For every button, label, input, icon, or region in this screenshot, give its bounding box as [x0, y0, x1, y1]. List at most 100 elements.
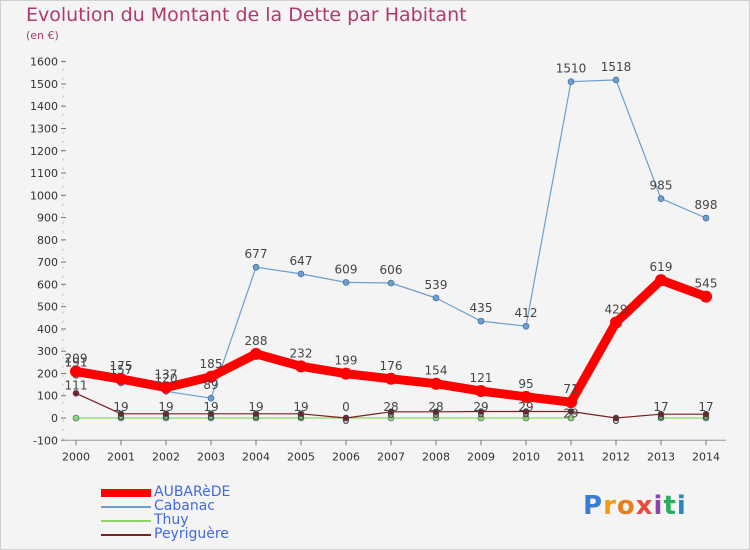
x-tick-label: 2003: [197, 450, 225, 463]
peyrigure-point: [657, 410, 665, 418]
y-tick-label: 800: [37, 234, 58, 247]
peyrigure-point: [342, 414, 350, 422]
y-tick-label: 300: [37, 345, 58, 358]
aubarde-data-label: 185: [200, 357, 223, 371]
cabanac-point: [702, 214, 710, 222]
cabanac-point: [252, 263, 260, 271]
thuy-point: [72, 414, 80, 422]
y-tick-label: 100: [37, 390, 58, 403]
cabanac-data-label: 89: [203, 378, 218, 392]
y-tick-label: 600: [37, 278, 58, 291]
aubarde-point: [205, 370, 217, 383]
peyrigure-data-label: 0: [117, 409, 125, 423]
peyrigure-point: [117, 410, 125, 418]
legend-label: Thuy: [154, 512, 189, 528]
aubarde-data-label: 288: [245, 334, 268, 348]
aubarde-point: [700, 290, 712, 303]
y-tick-label: 1300: [30, 122, 58, 135]
baseline-data-label: 19: [248, 400, 263, 414]
aubarde-point: [430, 377, 442, 390]
baseline-data-label: 19: [158, 400, 173, 414]
y-tick-label: 1200: [30, 145, 58, 158]
baseline-data-label: 29: [518, 400, 533, 414]
y-tick-label: 1000: [30, 189, 58, 202]
cabanac-data-label: 606: [380, 263, 403, 277]
legend-swatch: [101, 489, 151, 497]
peyrigure-data-label: 0: [162, 409, 170, 423]
cabanac-point: [297, 270, 305, 278]
aubarde-point: [610, 316, 622, 329]
peyrigure-point: [252, 410, 260, 418]
cabanac-data-label: 1518: [601, 60, 632, 74]
aubarde-data-label: 199: [335, 354, 358, 368]
aubarde-data-label: 619: [650, 260, 673, 274]
chart-title: Evolution du Montant de la Dette par Hab…: [26, 4, 467, 26]
peyrigure-data-label: 0: [342, 413, 350, 427]
aubarde-data-label: 71: [563, 382, 578, 396]
aubarde-point: [250, 347, 262, 360]
aubarde-data-label: 545: [695, 277, 718, 291]
x-tick-label: 2014: [692, 450, 720, 463]
aubarde-point: [565, 396, 577, 409]
peyrigure-data-label: 0: [702, 409, 710, 423]
cabanac-point: [342, 279, 350, 286]
x-tick-label: 2001: [107, 450, 135, 463]
peyrigure-point: [702, 410, 710, 418]
y-tick-label: 200: [37, 367, 58, 380]
peyrigure-data-label: 0: [657, 409, 665, 423]
baseline-data-label: 19: [293, 400, 308, 414]
y-tick-label: 900: [37, 212, 58, 225]
y-tick-label: 400: [37, 323, 58, 336]
aubarde-data-label: 429: [605, 302, 628, 316]
peyrigure-point: [387, 408, 395, 416]
peyrigure-data-label: 0: [612, 413, 620, 427]
aubarde-data-label: 95: [518, 377, 533, 391]
legend-label: AUBARèDE: [154, 484, 231, 500]
cabanac-point: [612, 76, 620, 84]
peyrigure-data-label: 0: [387, 407, 395, 421]
cabanac-data-label: 191: [65, 355, 88, 369]
peyrigure-data-label: 0: [252, 409, 260, 423]
peyrigure-point: [207, 410, 215, 418]
aubarde-point: [475, 385, 487, 398]
y-tick-label: 1400: [30, 100, 58, 113]
baseline-data-label: 0: [342, 400, 350, 414]
x-tick-label: 2002: [152, 450, 180, 463]
y-tick-label: 0: [51, 412, 58, 425]
baseline-data-label: 19: [203, 400, 218, 414]
logo-letter: i: [676, 491, 687, 521]
x-tick-label: 2010: [512, 450, 540, 463]
baseline-data-label: 29: [473, 400, 488, 414]
x-tick-label: 2000: [62, 450, 90, 463]
cabanac-data-label: 677: [245, 247, 268, 261]
unit-label: (en €): [26, 29, 59, 42]
aubarde-data-label: 175: [110, 359, 133, 373]
peyrigure-point: [477, 408, 485, 415]
y-tick-label: 1600: [30, 56, 58, 69]
aubarde-data-label: 232: [290, 346, 313, 360]
peyrigure-data-label: 0: [432, 407, 440, 421]
x-tick-label: 2009: [467, 450, 495, 463]
aubarde-data-label: 176: [380, 359, 403, 373]
cabanac-data-label: 412: [515, 306, 538, 320]
cabanac-point: [657, 195, 665, 202]
aubarde-data-label: 209: [65, 351, 88, 365]
baseline-data-label: 28: [383, 400, 398, 414]
logo-letter: t: [663, 491, 677, 521]
aubarde-point: [115, 373, 127, 386]
aubarde-point: [295, 360, 307, 373]
x-tick-label: 2013: [647, 450, 675, 463]
baseline-data-label: 19: [113, 400, 128, 414]
peyrigure-data-label: 29: [563, 407, 578, 421]
cabanac-series-line: [75, 79, 707, 399]
aubarde-point: [385, 372, 397, 385]
cabanac-point: [567, 78, 575, 86]
peyrigure-data-label: 0: [522, 407, 530, 421]
x-tick-label: 2005: [287, 450, 315, 463]
peyrigure-point: [567, 408, 575, 415]
cabanac-point: [522, 322, 530, 330]
peyrigure-data-label: 0: [207, 409, 215, 423]
x-tick-label: 2007: [377, 450, 405, 463]
